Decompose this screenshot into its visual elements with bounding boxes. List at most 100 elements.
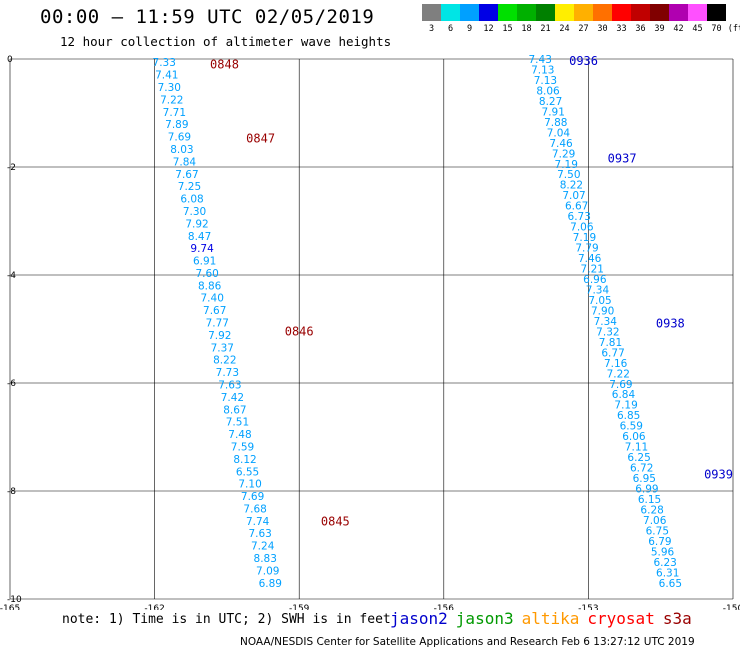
data-label-jason2: 7.13 [531, 64, 554, 76]
time-label-s3a: 0848 [210, 57, 239, 71]
data-label-jason2: 6.72 [630, 463, 653, 475]
satellite-legend-altika: altika [521, 609, 580, 628]
data-label-s3a: 7.37 [211, 342, 234, 354]
data-label-s3a: 8.86 [198, 280, 222, 292]
data-label-jason2: 7.05 [588, 295, 611, 307]
data-label-s3a: 7.71 [163, 107, 186, 119]
data-label-jason2: 7.06 [643, 515, 667, 527]
time-label-jason2: 0936 [569, 54, 598, 68]
legend-swatch-42 [669, 4, 688, 21]
data-label-jason2: 6.96 [583, 274, 607, 286]
time-label-jason2: 0938 [656, 317, 685, 331]
data-label-s3a: 8.83 [254, 553, 277, 565]
legend-swatch-24 [555, 4, 574, 21]
legend-swatch-18 [517, 4, 536, 21]
time-label-jason2: 0937 [608, 151, 637, 165]
data-label-jason2: 7.91 [542, 106, 565, 118]
data-label-jason2: 6.73 [568, 211, 591, 223]
legend-swatch-70 [707, 4, 726, 21]
data-label-jason2: 7.79 [575, 243, 598, 255]
legend-unit: (ft) [727, 24, 740, 34]
data-label-s3a: 7.92 [208, 330, 231, 342]
legend-swatch-21 [536, 4, 555, 21]
data-label-s3a: 6.08 [180, 194, 203, 206]
data-label-jason2: 6.67 [565, 201, 588, 213]
data-label-jason2: 7.32 [596, 326, 619, 338]
y-tick-label: -6 [7, 379, 16, 389]
data-label-jason2: 7.19 [573, 232, 596, 244]
x-tick-label: -159 [289, 604, 310, 610]
data-label-s3a: 7.69 [168, 132, 191, 144]
legend-label-15: 15 [502, 24, 513, 34]
time-label-jason2: 0939 [704, 468, 733, 482]
data-label-s3a: 8.67 [223, 404, 246, 416]
legend-label-3: 3 [428, 24, 435, 34]
data-label-jason2: 6.31 [656, 567, 679, 579]
data-label-jason2: 8.27 [539, 96, 562, 108]
legend-label-36: 36 [635, 24, 646, 34]
data-label-jason2: 6.15 [638, 494, 661, 506]
y-tick-label: -8 [7, 487, 16, 497]
data-label-jason2: 6.95 [633, 473, 656, 485]
data-label-jason2: 8.06 [536, 85, 560, 97]
legend-swatch-36 [631, 4, 650, 21]
satellite-legend: jason2 jason3 altika cryosat s3a [390, 609, 700, 628]
y-tick-label: -4 [7, 271, 16, 281]
data-label-jason2: 7.16 [604, 358, 628, 370]
legend-label-18: 18 [521, 24, 532, 34]
legend-swatch-3 [422, 4, 441, 21]
y-tick-label: 0 [7, 55, 13, 65]
footer-credit: NOAA/NESDIS Center for Satellite Applica… [240, 636, 695, 648]
data-label-s3a: 7.84 [173, 156, 197, 168]
data-label-s3a: 7.60 [195, 268, 218, 280]
data-label-jason2: 7.46 [549, 138, 573, 150]
data-label-s3a: 8.22 [213, 355, 236, 367]
data-label-s3a: 7.92 [185, 218, 208, 230]
data-label-jason2: 6.28 [640, 504, 663, 516]
time-label-s3a: 0845 [321, 515, 350, 529]
x-tick-label: -165 [0, 604, 20, 610]
y-tick-label: -10 [7, 595, 22, 605]
data-label-jason2: 7.13 [534, 75, 557, 87]
legend-label-30: 30 [597, 24, 608, 34]
data-label-s3a: 7.59 [231, 441, 254, 453]
data-label-s3a: 8.12 [233, 454, 256, 466]
legend-label-27: 27 [578, 24, 589, 34]
x-tick-label: -162 [144, 604, 164, 610]
data-label-s3a: 7.22 [160, 94, 183, 106]
legend-label-6: 6 [447, 24, 454, 34]
data-label-s3a: 7.67 [203, 305, 226, 317]
data-label-s3a: 7.42 [221, 392, 244, 404]
data-label-jason2: 7.21 [581, 264, 604, 276]
data-label-s3a: 7.33 [153, 57, 176, 69]
data-label-s3a: 7.63 [218, 379, 241, 391]
legend-label-42: 42 [673, 24, 684, 34]
legend-label-33: 33 [616, 24, 627, 34]
data-label-jason2: 7.90 [591, 305, 614, 317]
legend-swatch-12 [479, 4, 498, 21]
satellite-legend-jason3: jason3 [455, 609, 514, 628]
data-label-jason2: 6.99 [635, 484, 658, 496]
data-label-s3a: 7.25 [178, 181, 201, 193]
data-label-s3a: 8.03 [170, 144, 193, 156]
data-label-jason2: 5.96 [651, 546, 675, 558]
data-label-s3a: 6.89 [259, 578, 282, 590]
data-label-jason2: 7.50 [557, 169, 580, 181]
data-label-jason2: 7.34 [594, 316, 618, 328]
legend-label-45: 45 [692, 24, 703, 34]
x-tick-label: -150 [723, 604, 740, 610]
legend-swatch-33 [612, 4, 631, 21]
data-label-jason2: 7.34 [586, 284, 610, 296]
x-tick-label: -153 [578, 604, 598, 610]
data-label-jason2: 6.65 [659, 578, 682, 590]
time-label-s3a: 0847 [246, 131, 275, 145]
legend-label-21: 21 [540, 24, 551, 34]
data-label-s3a: 7.41 [155, 70, 178, 82]
data-label-s3a: 8.47 [188, 231, 211, 243]
satellite-legend-cryosat: cryosat [587, 609, 655, 628]
data-label-s3a: 7.24 [251, 541, 275, 553]
data-label-s3a: 6.91 [193, 256, 216, 268]
data-label-s3a: 7.10 [238, 479, 261, 491]
legend-swatch-9 [460, 4, 479, 21]
data-label-jason2: 7.06 [570, 222, 594, 234]
